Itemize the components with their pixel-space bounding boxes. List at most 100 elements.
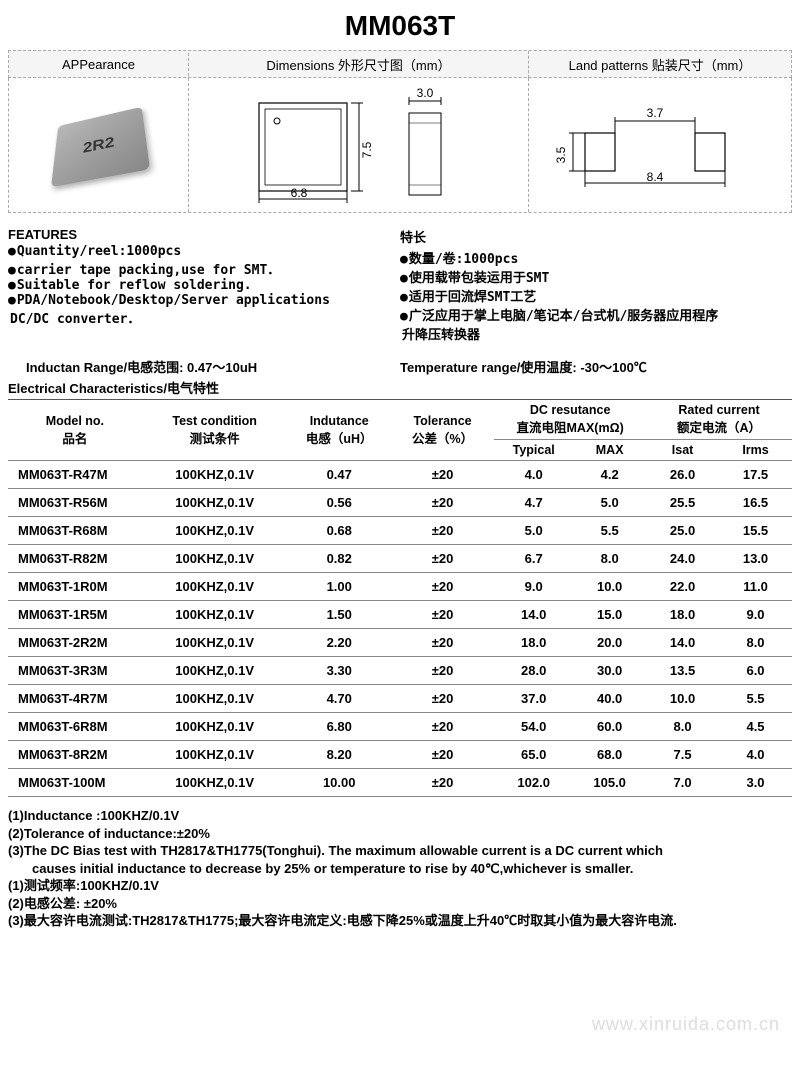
cell-test: 100KHZ,0.1V — [142, 685, 288, 713]
cell-ind: 2.20 — [288, 629, 391, 657]
cell-tol: ±20 — [391, 461, 494, 489]
table-row: MM063T-100M100KHZ,0.1V10.00±20102.0105.0… — [8, 769, 792, 797]
cell-max: 68.0 — [573, 741, 646, 769]
table-row: MM063T-1R0M100KHZ,0.1V1.00±209.010.022.0… — [8, 573, 792, 601]
cell-ind: 0.47 — [288, 461, 391, 489]
spec-table: Model no.品名 Test condition测试条件 Indutance… — [8, 400, 792, 797]
table-row: MM063T-R47M100KHZ,0.1V0.47±204.04.226.01… — [8, 461, 792, 489]
header-appearance: APPearance — [9, 53, 189, 76]
th-irms: Irms — [719, 440, 792, 461]
cell-tol: ±20 — [391, 573, 494, 601]
cell-tol: ±20 — [391, 601, 494, 629]
cell-model: MM063T-1R0M — [8, 573, 142, 601]
feature-item: 广泛应用于掌上电脑/笔记本/台式机/服务器应用程序 — [400, 305, 792, 324]
th-dcr1: DC resutance — [530, 403, 611, 417]
cell-tol: ±20 — [391, 629, 494, 657]
cell-irms: 3.0 — [719, 769, 792, 797]
cell-ind: 0.82 — [288, 545, 391, 573]
cell-max: 5.5 — [573, 517, 646, 545]
cell-max: 8.0 — [573, 545, 646, 573]
features-cn-list: 数量/卷:1000pcs使用载带包装运用于SMT适用于回流焊SMT工艺广泛应用于… — [400, 248, 792, 324]
th-model2: 品名 — [62, 432, 87, 446]
page-title: MM063T — [8, 10, 792, 42]
feature-item: 使用载带包装运用于SMT — [400, 267, 792, 286]
cell-irms: 16.5 — [719, 489, 792, 517]
temperature-range: Temperature range/使用温度: -30～100℃ — [400, 357, 792, 376]
feature-item: carrier tape packing,use for SMT． — [8, 259, 400, 278]
cell-typ: 6.7 — [494, 545, 573, 573]
cell-model: MM063T-R47M — [8, 461, 142, 489]
cell-typ: 18.0 — [494, 629, 573, 657]
cell-tol: ±20 — [391, 657, 494, 685]
cell-test: 100KHZ,0.1V — [142, 657, 288, 685]
land-w2: 8.4 — [647, 170, 664, 184]
cell-model: MM063T-4R7M — [8, 685, 142, 713]
th-dcr2: 直流电阻MAX(mΩ) — [517, 421, 624, 435]
dim-w: 6.8 — [290, 186, 307, 200]
cell-test: 100KHZ,0.1V — [142, 517, 288, 545]
dimensions-cell: 6.8 7.5 3.0 — [189, 78, 529, 212]
cell-irms: 6.0 — [719, 657, 792, 685]
feature-item: 适用于回流焊SMT工艺 — [400, 286, 792, 305]
cell-max: 105.0 — [573, 769, 646, 797]
cell-ind: 8.20 — [288, 741, 391, 769]
cell-tol: ±20 — [391, 517, 494, 545]
table-row: MM063T-1R5M100KHZ,0.1V1.50±2014.015.018.… — [8, 601, 792, 629]
watermark: www.xinruida.com.cn — [592, 1014, 780, 1035]
features-en: FEATURES Quantity/reel:1000pcscarrier ta… — [8, 227, 400, 343]
features-cn-tail: 升降压转换器 — [400, 324, 792, 343]
cell-isat: 26.0 — [646, 461, 719, 489]
cell-typ: 4.0 — [494, 461, 573, 489]
cell-test: 100KHZ,0.1V — [142, 601, 288, 629]
cell-tol: ±20 — [391, 545, 494, 573]
th-rated2: 额定电流（A） — [677, 421, 761, 435]
cell-test: 100KHZ,0.1V — [142, 461, 288, 489]
cell-model: MM063T-8R2M — [8, 741, 142, 769]
cell-isat: 24.0 — [646, 545, 719, 573]
cell-typ: 5.0 — [494, 517, 573, 545]
th-tol1: Tolerance — [413, 414, 471, 428]
dimensions-diagram: 6.8 7.5 3.0 — [199, 83, 519, 208]
cell-typ: 9.0 — [494, 573, 573, 601]
th-rated1: Rated current — [678, 403, 759, 417]
feature-item: 数量/卷:1000pcs — [400, 248, 792, 267]
chip-label: 2R2 — [83, 134, 115, 157]
cell-test: 100KHZ,0.1V — [142, 489, 288, 517]
cell-test: 100KHZ,0.1V — [142, 741, 288, 769]
cell-model: MM063T-3R3M — [8, 657, 142, 685]
th-test2: 测试条件 — [190, 432, 240, 446]
cell-max: 4.2 — [573, 461, 646, 489]
cell-irms: 9.0 — [719, 601, 792, 629]
th-test1: Test condition — [172, 414, 257, 428]
table-row: MM063T-2R2M100KHZ,0.1V2.20±2018.020.014.… — [8, 629, 792, 657]
feature-item: PDA/Notebook/Desktop/Server applications — [8, 293, 400, 308]
features-section: FEATURES Quantity/reel:1000pcscarrier ta… — [8, 227, 792, 343]
cell-model: MM063T-100M — [8, 769, 142, 797]
land-diagram: 3.7 8.4 3.5 — [535, 83, 785, 208]
th-typ: Typical — [494, 440, 573, 461]
feature-item: Quantity/reel:1000pcs — [8, 244, 400, 259]
cell-ind: 6.80 — [288, 713, 391, 741]
cell-irms: 13.0 — [719, 545, 792, 573]
table-row: MM063T-R82M100KHZ,0.1V0.82±206.78.024.01… — [8, 545, 792, 573]
th-isat: Isat — [646, 440, 719, 461]
cell-typ: 54.0 — [494, 713, 573, 741]
cell-model: MM063T-1R5M — [8, 601, 142, 629]
cell-tol: ±20 — [391, 713, 494, 741]
note-line: (2)电感公差: ±20% — [8, 895, 792, 913]
land-h: 3.5 — [554, 146, 568, 163]
features-cn-title: 特长 — [400, 227, 792, 246]
cell-max: 60.0 — [573, 713, 646, 741]
cell-isat: 14.0 — [646, 629, 719, 657]
table-row: MM063T-8R2M100KHZ,0.1V8.20±2065.068.07.5… — [8, 741, 792, 769]
cell-model: MM063T-2R2M — [8, 629, 142, 657]
cell-ind: 0.68 — [288, 517, 391, 545]
dim-h: 7.5 — [360, 141, 374, 158]
cell-irms: 17.5 — [719, 461, 792, 489]
note-line: causes initial inductance to decrease by… — [8, 860, 792, 878]
cell-max: 20.0 — [573, 629, 646, 657]
features-en-list: Quantity/reel:1000pcscarrier tape packin… — [8, 244, 400, 308]
inductance-range: Inductan Range/电感范围: 0.47～10uH — [8, 357, 400, 376]
cell-max: 15.0 — [573, 601, 646, 629]
cell-model: MM063T-R82M — [8, 545, 142, 573]
